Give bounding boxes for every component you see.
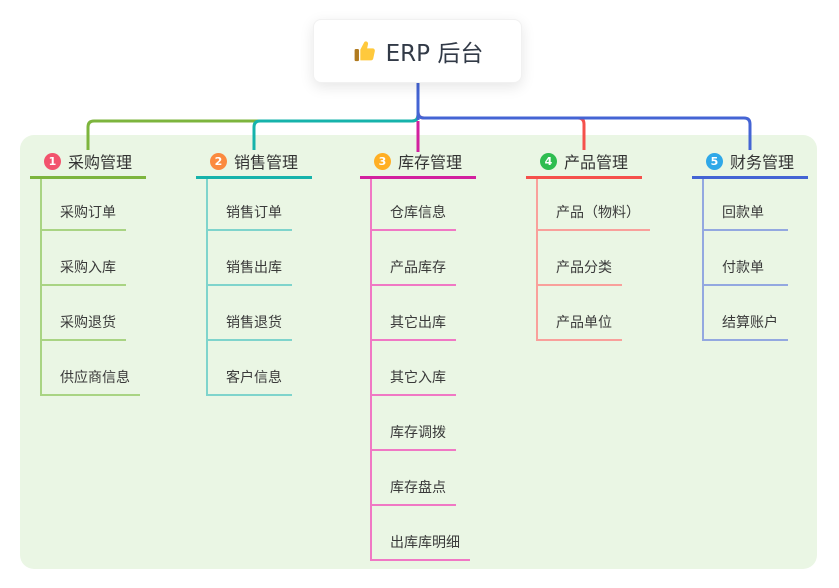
branch-trunk-line — [40, 179, 42, 396]
branch-topic-label: 采购管理 — [67, 153, 132, 172]
branch-child-node[interactable]: 出库库明细 — [370, 535, 470, 561]
branch-topic-label: 库存管理 — [397, 153, 462, 172]
branch-trunk-line — [536, 179, 538, 341]
branch-child-node[interactable]: 其它入库 — [370, 370, 456, 396]
branch-child-node[interactable]: 付款单 — [702, 260, 788, 286]
branch-child-node[interactable]: 产品单位 — [536, 315, 622, 341]
branch-topic-5[interactable]: 5 财务管理 — [692, 146, 808, 179]
thumbs-up-icon — [352, 39, 377, 64]
branch-trunk-line — [370, 179, 372, 561]
branch-child-node[interactable]: 客户信息 — [206, 370, 292, 396]
branch-child-node[interactable]: 销售出库 — [206, 260, 292, 286]
branch-child-node[interactable]: 供应商信息 — [40, 370, 140, 396]
branches-panel — [20, 135, 817, 569]
branch-topic-label: 财务管理 — [729, 153, 794, 172]
branch-trunk-line — [206, 179, 208, 396]
branch-child-node[interactable]: 产品分类 — [536, 260, 622, 286]
branch-child-node[interactable]: 销售订单 — [206, 205, 292, 231]
branch-child-node[interactable]: 产品库存 — [370, 260, 456, 286]
branch-child-node[interactable]: 库存盘点 — [370, 480, 456, 506]
branch-number-badge: 5 — [705, 152, 723, 170]
branch-child-node[interactable]: 结算账户 — [702, 315, 788, 341]
branch-topic-4[interactable]: 4 产品管理 — [526, 146, 642, 179]
branch-topic-3[interactable]: 3 库存管理 — [360, 146, 476, 179]
branch-topic-label: 产品管理 — [563, 153, 628, 172]
branch-number-badge: 1 — [43, 152, 61, 170]
branch-trunk-line — [702, 179, 704, 341]
branch-child-node[interactable]: 采购订单 — [40, 205, 126, 231]
branch-number-badge: 2 — [209, 152, 227, 170]
branch-number-badge: 3 — [373, 152, 391, 170]
branch-child-node[interactable]: 采购退货 — [40, 315, 126, 341]
branch-child-node[interactable]: 仓库信息 — [370, 205, 456, 231]
branch-child-node[interactable]: 其它出库 — [370, 315, 456, 341]
branch-number-badge: 4 — [539, 152, 557, 170]
branch-topic-2[interactable]: 2 销售管理 — [196, 146, 312, 179]
branch-child-node[interactable]: 库存调拨 — [370, 425, 456, 451]
branch-child-node[interactable]: 采购入库 — [40, 260, 126, 286]
root-node[interactable]: ERP 后台 — [313, 19, 522, 83]
branch-child-node[interactable]: 产品（物料） — [536, 205, 650, 231]
branch-child-node[interactable]: 回款单 — [702, 205, 788, 231]
branch-topic-label: 销售管理 — [233, 153, 298, 172]
branch-child-node[interactable]: 销售退货 — [206, 315, 292, 341]
branch-topic-1[interactable]: 1 采购管理 — [30, 146, 146, 179]
root-title: ERP 后台 — [385, 41, 484, 67]
